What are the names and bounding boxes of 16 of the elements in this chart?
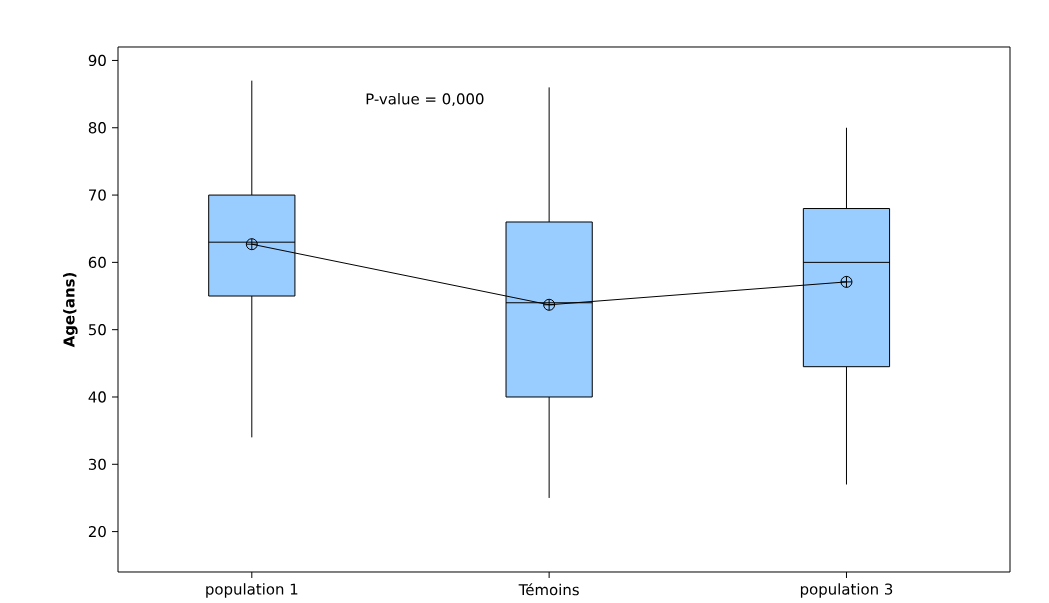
y-axis-title: Age(ans) bbox=[63, 273, 78, 348]
y-tick-label: 40 bbox=[88, 391, 106, 403]
y-tick-label: 70 bbox=[89, 189, 106, 201]
point bbox=[840, 276, 853, 289]
y-tick-label: 80 bbox=[88, 122, 106, 134]
point bbox=[543, 298, 556, 311]
x-tick-label: population 3 bbox=[800, 583, 893, 598]
y-tick-label: 60 bbox=[88, 256, 106, 269]
y-tick-label: 90 bbox=[88, 54, 106, 67]
y-tick-label: 20 bbox=[88, 526, 106, 538]
annotation: P-value = 0,000 bbox=[366, 93, 484, 107]
x-tick-label: Témoins bbox=[518, 583, 579, 596]
y-tick-label: 50 bbox=[88, 324, 106, 336]
x-tick-label: population 1 bbox=[206, 583, 298, 598]
y-tick-label: 30 bbox=[88, 458, 106, 471]
point bbox=[245, 238, 258, 251]
